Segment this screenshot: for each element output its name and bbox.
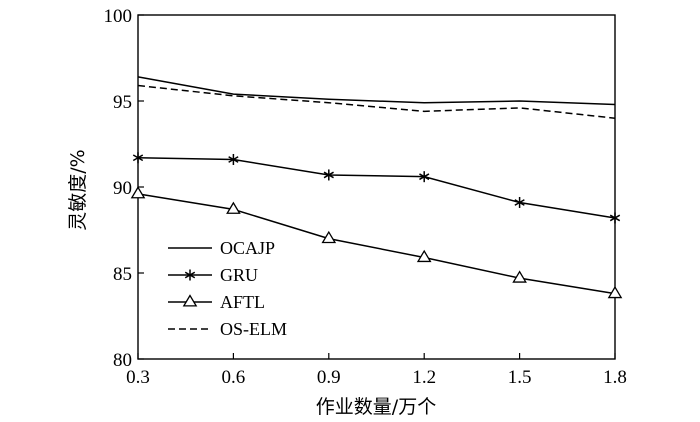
y-tick-label: 100 bbox=[104, 6, 133, 27]
legend-item-ocajp: OCAJP bbox=[168, 238, 275, 258]
series-line-aftl bbox=[137, 193, 616, 295]
data-point-gru bbox=[132, 152, 144, 164]
y-tick-label: 80 bbox=[113, 350, 132, 371]
legend-item-gru: GRU bbox=[168, 265, 258, 285]
x-tick-label: 1.5 bbox=[508, 367, 532, 388]
plot-frame bbox=[137, 14, 616, 360]
legend: OCAJP GRU AFTL OS-ELM bbox=[168, 238, 287, 339]
data-point-aftl bbox=[226, 201, 241, 214]
series-gru bbox=[132, 152, 621, 224]
series-layer bbox=[130, 76, 623, 299]
legend-marker bbox=[184, 269, 196, 281]
legend-item-aftl: AFTL bbox=[168, 292, 265, 312]
y-tick-label: 95 bbox=[113, 92, 132, 113]
series-ocajp bbox=[137, 76, 616, 106]
x-tick-label: 1.2 bbox=[412, 367, 436, 388]
y-tick-label: 85 bbox=[113, 264, 132, 285]
series-line-ocajp bbox=[137, 76, 616, 106]
data-point-gru bbox=[323, 169, 334, 181]
data-point-aftl bbox=[512, 270, 527, 283]
data-point-aftl bbox=[321, 230, 337, 244]
x-tick-label: 0.6 bbox=[222, 367, 246, 388]
legend-item-os-elm: OS-ELM bbox=[168, 319, 287, 339]
legend-label: AFTL bbox=[220, 292, 265, 312]
series-os-elm bbox=[137, 84, 616, 119]
axis-ticks: 0.3 0.6 0.9 1.2 1.5 1.8 80 85 90 95 100 bbox=[104, 6, 627, 388]
legend-marker bbox=[182, 294, 198, 307]
legend-label: OS-ELM bbox=[220, 319, 287, 339]
legend-label: GRU bbox=[220, 265, 258, 285]
data-point-aftl bbox=[416, 249, 432, 263]
series-line-gru bbox=[137, 157, 616, 219]
data-point-aftl bbox=[607, 285, 623, 299]
y-axis-title: 灵敏度/% bbox=[67, 149, 89, 230]
y-tick-label: 90 bbox=[113, 178, 132, 199]
series-line-os-elm bbox=[137, 84, 616, 119]
x-tick-label: 1.8 bbox=[603, 367, 627, 388]
series-aftl bbox=[130, 186, 623, 299]
data-point-gru bbox=[419, 171, 430, 183]
data-point-gru bbox=[609, 212, 621, 224]
data-point-gru bbox=[228, 153, 239, 165]
data-point-aftl bbox=[130, 186, 146, 199]
x-tick-label: 0.9 bbox=[317, 367, 341, 388]
x-tick-label: 0.3 bbox=[126, 367, 150, 388]
legend-label: OCAJP bbox=[220, 238, 275, 258]
x-axis-title: 作业数量/万个 bbox=[316, 396, 436, 418]
data-point-gru bbox=[514, 196, 525, 208]
